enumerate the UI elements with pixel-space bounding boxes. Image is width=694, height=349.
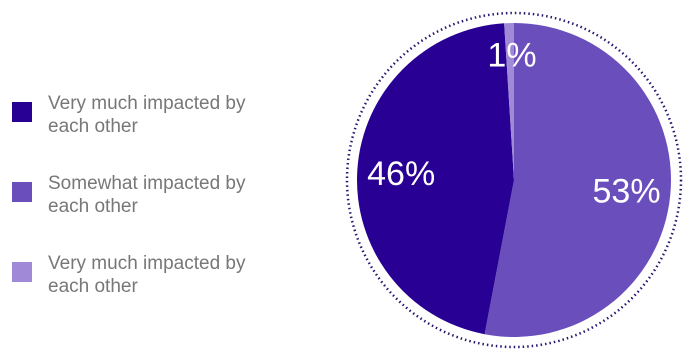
pie-outline — [345, 11, 683, 349]
pie-chart: 53% 46% 1% — [345, 11, 683, 349]
slice-very-much-2 — [504, 23, 514, 180]
slice-label-somewhat: 53% — [593, 173, 661, 211]
legend-swatch-somewhat — [12, 182, 32, 202]
legend-item-very-much: Very much impacted by each other — [12, 92, 312, 137]
pie-slices — [357, 23, 671, 337]
slice-label-very-much: 46% — [367, 155, 435, 193]
slice-very-much — [357, 23, 514, 335]
legend-item-very-much-2: Very much impacted by each other — [12, 252, 312, 297]
legend-label-very-much: Very much impacted by each other — [48, 93, 246, 137]
legend-label-somewhat: Somewhat impacted by each other — [48, 173, 246, 217]
legend-swatch-very-much-2 — [12, 262, 32, 282]
slice-somewhat — [484, 23, 671, 337]
pie-labels: 53% 46% 1% — [367, 36, 660, 210]
legend-item-somewhat: Somewhat impacted by each other — [12, 172, 312, 217]
slice-label-very-much-2: 1% — [487, 36, 536, 74]
legend-swatch-very-much — [12, 102, 32, 122]
legend-label-very-much-2: Very much impacted by each other — [48, 253, 246, 297]
